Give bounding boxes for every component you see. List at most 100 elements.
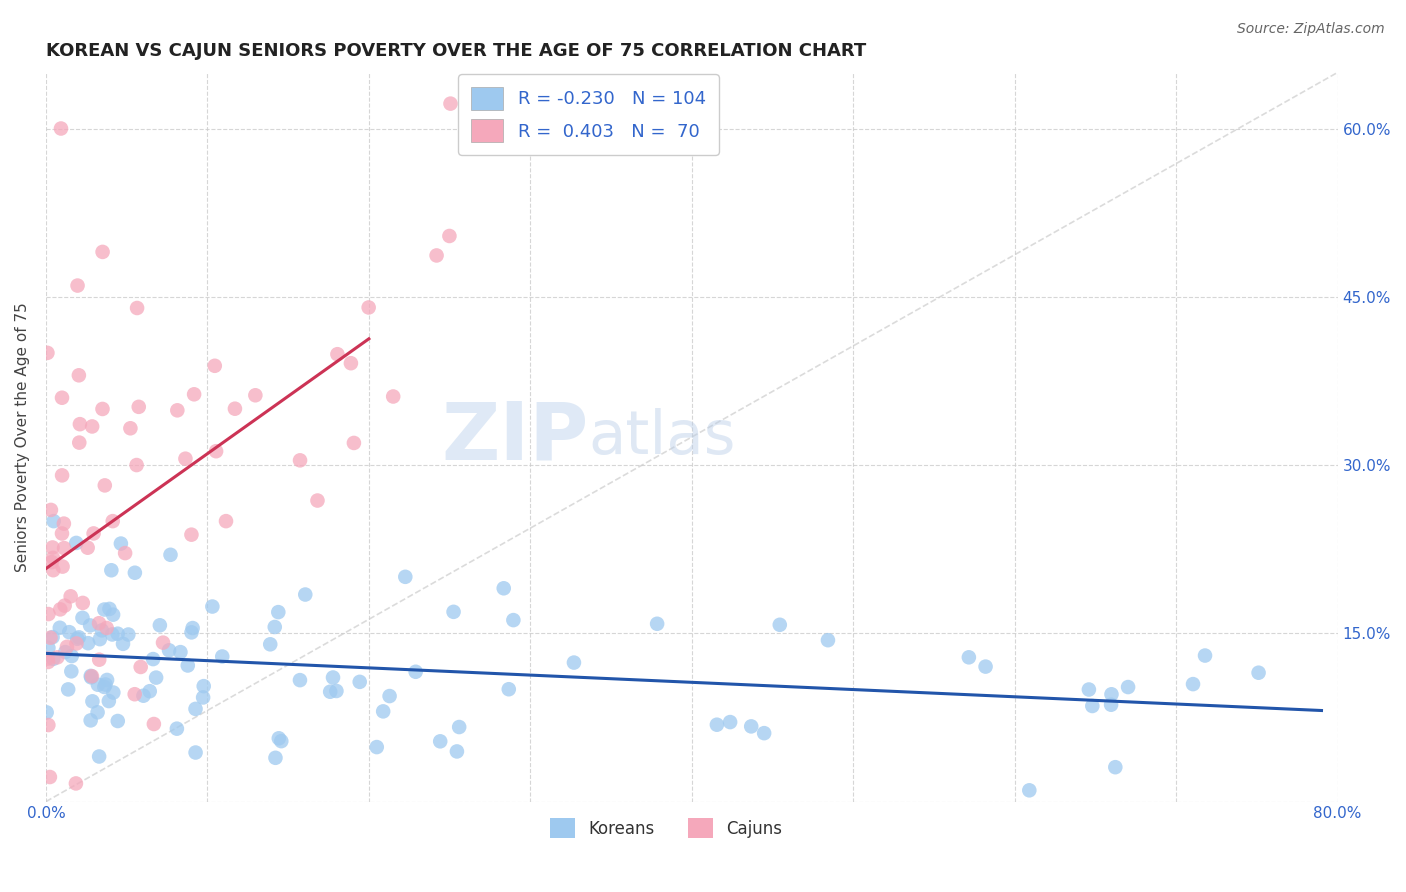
Point	[96, 673, 118, 687]
Point	[98, 602, 121, 616]
Point	[439, 229, 461, 244]
Point	[66, 278, 89, 293]
Point	[67, 631, 90, 645]
Point	[124, 687, 146, 701]
Point	[264, 751, 287, 765]
Point	[127, 301, 149, 315]
Point	[752, 726, 775, 740]
Point	[502, 613, 524, 627]
Point	[426, 248, 449, 262]
Point	[740, 719, 762, 733]
Point	[245, 388, 267, 402]
Point	[60, 665, 83, 679]
Point	[382, 390, 405, 404]
Point	[343, 436, 366, 450]
Point	[38, 770, 60, 784]
Point	[366, 740, 388, 755]
Point	[205, 444, 228, 458]
Point	[193, 679, 215, 693]
Point	[263, 620, 285, 634]
Point	[439, 96, 461, 111]
Point	[378, 689, 401, 703]
Point	[125, 458, 148, 472]
Point	[562, 656, 585, 670]
Point	[142, 652, 165, 666]
Point	[132, 689, 155, 703]
Point	[191, 690, 214, 705]
Point	[69, 417, 91, 432]
Point	[183, 387, 205, 401]
Point	[35, 706, 58, 720]
Point	[201, 599, 224, 614]
Point	[37, 718, 59, 732]
Point	[114, 546, 136, 560]
Point	[1018, 783, 1040, 797]
Point	[90, 624, 112, 638]
Point	[42, 514, 65, 528]
Point	[37, 607, 59, 621]
Point	[89, 653, 111, 667]
Point	[67, 368, 90, 383]
Point	[77, 636, 100, 650]
Point	[446, 744, 468, 758]
Point	[1081, 698, 1104, 713]
Point	[326, 347, 349, 361]
Point	[394, 570, 416, 584]
Point	[319, 684, 342, 698]
Point	[41, 541, 63, 555]
Point	[86, 706, 108, 720]
Point	[177, 658, 200, 673]
Point	[101, 627, 124, 641]
Point	[152, 635, 174, 649]
Point	[37, 346, 59, 360]
Point	[49, 121, 72, 136]
Point	[204, 359, 226, 373]
Point	[1077, 682, 1099, 697]
Point	[1116, 680, 1139, 694]
Point	[1099, 698, 1122, 712]
Point	[91, 244, 114, 259]
Point	[498, 682, 520, 697]
Point	[42, 652, 65, 666]
Point	[93, 602, 115, 616]
Point	[65, 536, 87, 550]
Point	[51, 559, 73, 574]
Point	[128, 400, 150, 414]
Point	[100, 563, 122, 577]
Point	[51, 391, 73, 405]
Point	[66, 632, 89, 646]
Point	[267, 605, 290, 619]
Point	[270, 734, 292, 748]
Point	[42, 563, 65, 577]
Point	[267, 731, 290, 746]
Point	[110, 536, 132, 550]
Point	[56, 640, 79, 654]
Point	[93, 680, 115, 694]
Point	[67, 435, 90, 450]
Point	[149, 618, 172, 632]
Point	[1101, 687, 1123, 701]
Point	[180, 625, 202, 640]
Y-axis label: Seniors Poverty Over the Age of 75: Seniors Poverty Over the Age of 75	[15, 302, 30, 572]
Text: Source: ZipAtlas.com: Source: ZipAtlas.com	[1237, 22, 1385, 37]
Point	[1182, 677, 1205, 691]
Point	[492, 582, 515, 596]
Point	[181, 621, 204, 635]
Point	[72, 596, 94, 610]
Point	[89, 749, 111, 764]
Point	[957, 650, 980, 665]
Point	[65, 636, 87, 650]
Point	[449, 720, 471, 734]
Point	[1247, 665, 1270, 680]
Point	[91, 401, 114, 416]
Point	[174, 451, 197, 466]
Point	[56, 682, 79, 697]
Point	[46, 650, 69, 665]
Point	[53, 599, 76, 613]
Point	[166, 403, 188, 417]
Text: KOREAN VS CAJUN SENIORS POVERTY OVER THE AGE OF 75 CORRELATION CHART: KOREAN VS CAJUN SENIORS POVERTY OVER THE…	[46, 42, 866, 60]
Point	[340, 356, 363, 370]
Point	[65, 776, 87, 790]
Point	[39, 503, 62, 517]
Point	[124, 566, 146, 580]
